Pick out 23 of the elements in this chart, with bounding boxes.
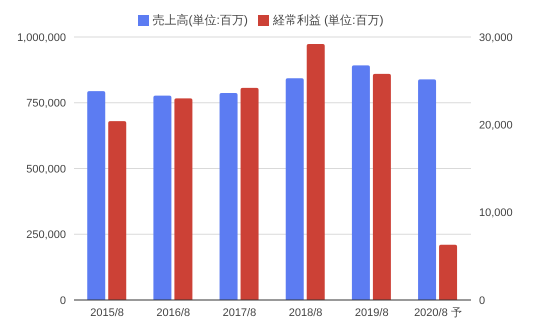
bar (174, 98, 192, 300)
y2-tick-label: 0 (479, 294, 486, 307)
y2-tick-label: 10,000 (479, 207, 513, 220)
bar (108, 121, 126, 300)
bar (439, 244, 458, 300)
y-tick-label: 0 (60, 294, 66, 307)
y-tick-label: 500,000 (26, 163, 66, 176)
bar (306, 44, 325, 300)
x-tick-label: 2019/8 (354, 306, 389, 319)
x-tick-label: 2020/8 予 (414, 306, 462, 319)
y-tick-label: 1,000,000 (17, 32, 66, 44)
bar (240, 88, 259, 300)
y2-tick-label: 30,000 (479, 32, 513, 44)
y-tick-label: 250,000 (26, 229, 66, 242)
y-tick-label: 750,000 (26, 98, 66, 110)
legend-label: 経常利益 (単位:百万) (272, 13, 384, 27)
y2-tick-label: 20,000 (479, 120, 513, 132)
legend-label: 売上高(単位:百万) (152, 13, 248, 27)
x-tick-label: 2017/8 (222, 306, 256, 319)
bar (372, 74, 391, 300)
x-tick-label: 2018/8 (288, 306, 322, 319)
x-tick-label: 2015/8 (90, 306, 124, 319)
x-tick-label: 2016/8 (156, 306, 190, 319)
